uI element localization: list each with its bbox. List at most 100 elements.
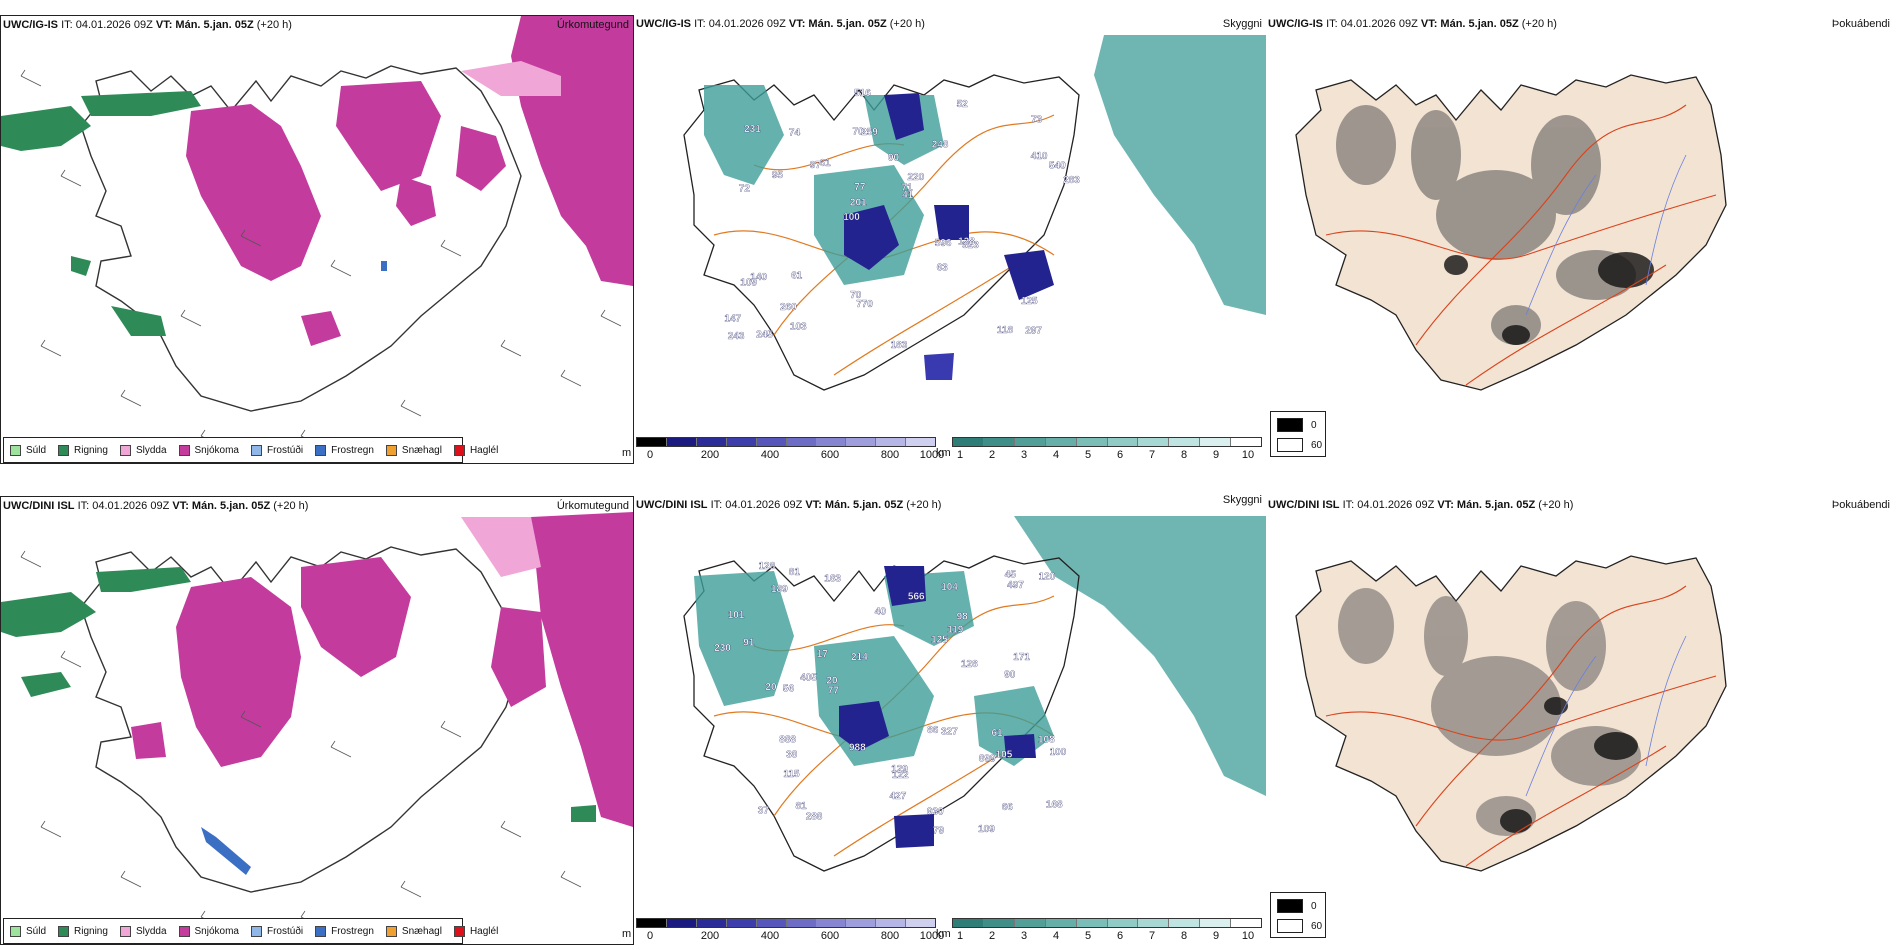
ceiling-scale: 0 200 400 600 800 1000 m [622, 437, 944, 467]
panel-type-label: Þokuábendi [1831, 18, 1890, 30]
snow-area [491, 607, 546, 707]
cloud-shading [1338, 588, 1641, 836]
ceiling-panel-top: UWC/IG-IS IT: 04.01.2026 09Z VT: Mán. 5.… [622, 15, 1266, 467]
ceiling-value-label: 120 [1039, 572, 1056, 583]
ceiling-value-label: 888 [779, 734, 796, 745]
ceiling-value-label: 125 [1021, 296, 1038, 307]
ceiling-value-label: 147 [724, 314, 741, 325]
ceiling-value-label: 288 [806, 812, 823, 823]
snow-area [396, 176, 436, 226]
ceiling-value-label: 128 [961, 659, 978, 670]
ceiling-value-label: 98 [957, 612, 969, 623]
ceiling-value-label: 70 [850, 290, 862, 301]
ceiling-value-label: 52 [957, 99, 969, 110]
ceiling-labels: 297 72 73 100 248 245 70 90 140 61 147 260 259 220 323… [724, 88, 1080, 351]
ceiling-value-label: 283 [1063, 175, 1080, 186]
ceiling-value-label: 516 [854, 88, 871, 99]
ceiling-value-label: 930 [927, 807, 944, 818]
ceiling-value-label: 100 [1050, 747, 1067, 758]
legend-item: Slydda [119, 925, 167, 937]
rain-area [96, 567, 191, 592]
ceiling-value-label: 140 [750, 272, 767, 283]
freezing-rain-area [201, 827, 251, 875]
panel-title: UWC/IG-IS IT: 04.01.2026 09Z VT: Mán. 5.… [1268, 18, 1557, 30]
precip-map [1, 16, 633, 447]
ceiling-value-label: 41 [902, 190, 914, 201]
ceiling-value-label: 115 [783, 769, 800, 780]
precip-type-panel-bottom: UWC/DINI ISL IT: 04.01.2026 09Z VT: Mán.… [0, 496, 634, 945]
cloud-area [694, 571, 794, 706]
legend-item: Rigning [58, 444, 108, 456]
ceiling-value-label: 91 [743, 638, 755, 649]
ceiling-value-label: 118 [997, 325, 1014, 336]
panel-type-label: Úrkomutegund [556, 500, 629, 512]
ceiling-map [683, 516, 1266, 872]
ceiling-value-label: 72 [739, 183, 751, 194]
cloud-dense [1444, 252, 1654, 345]
ceiling-value-label: 183 [824, 574, 841, 585]
ceiling-value-label: 245 [756, 330, 773, 341]
river-network [1525, 154, 1687, 316]
precip-legend: Súld Rigning Slydda Snjókoma Frostúði Fr… [3, 437, 498, 463]
legend-item: Haglél [453, 925, 498, 937]
cloud-area [704, 85, 784, 185]
ceiling-value-label: 40 [875, 607, 887, 618]
snow-area [186, 104, 321, 281]
cloud-map [1295, 555, 1727, 872]
ceiling-value-label: 70 [853, 126, 865, 137]
low-ceiling-area [924, 353, 954, 380]
ceiling-value-label: 189 [771, 584, 788, 595]
snow-area [301, 311, 341, 346]
sleet-area [461, 517, 541, 577]
ceiling-value-label: 119 [947, 625, 964, 636]
ceiling-value-label: 323 [962, 240, 979, 251]
rain-area [71, 256, 91, 276]
ceiling-value-label: 231 [744, 124, 761, 135]
low-ceiling-area [1004, 250, 1054, 300]
ceiling-value-label: 260 [780, 302, 797, 313]
cloud-shading [1336, 105, 1636, 345]
cloud-dense [1500, 697, 1638, 833]
ceiling-value-label: 220 [908, 172, 925, 183]
low-ceiling-area [839, 701, 889, 751]
ceiling-value-label: 104 [941, 582, 958, 593]
freezing-rain-area [381, 261, 387, 271]
ceiling-map [683, 35, 1266, 391]
ceiling-value-label: 171 [1013, 652, 1030, 663]
precip-type-panel-top: UWC/IG-IS IT: 04.01.2026 09Z VT: Mán. 5.… [0, 15, 634, 464]
ceiling-value-label: 61 [820, 158, 832, 169]
ceiling-value-label: 125 [931, 634, 948, 645]
rain-area [81, 91, 201, 116]
ceiling-value-label: 128 [958, 236, 975, 247]
cloud-key: 0 60 [1270, 411, 1326, 457]
snow-area [456, 126, 506, 191]
rain-area [571, 805, 596, 822]
ceiling-value-label: 90 [888, 153, 900, 164]
snow-area [269, 617, 291, 647]
ceiling-value-label: 56 [783, 684, 795, 695]
cloud-panel-bottom: UWC/DINI ISL IT: 04.01.2026 09Z VT: Mán.… [1266, 496, 1900, 945]
ceiling-value-label: 168 [1046, 799, 1063, 810]
precip-legend: Súld Rigning Slydda Snjókoma Frostúði Fr… [3, 918, 498, 944]
ceiling-value-label: 248 [932, 139, 949, 150]
panel-title: UWC/DINI ISL IT: 04.01.2026 09Z VT: Mán.… [3, 500, 309, 512]
precip-map [1, 512, 633, 928]
ceiling-value-label: 497 [1007, 580, 1024, 591]
ceiling-value-label: 100 [843, 212, 860, 223]
ceiling-value-label: 214 [851, 652, 868, 663]
ceiling-value-label: 201 [850, 197, 867, 208]
panel-type-label: Þokuábendi [1831, 499, 1890, 511]
panel-type-label: Skyggni [1222, 18, 1262, 30]
legend-item: Súld [10, 444, 46, 456]
ceiling-value-label: 770 [856, 299, 873, 310]
ceiling-value-label: 95 [772, 170, 784, 181]
ceiling-value-label: 109 [740, 278, 757, 289]
ceiling-value-label: 81 [796, 801, 808, 812]
ceiling-value-label: 405 [800, 673, 817, 684]
visibility-scale: 1 2 3 4 5 6 7 8 9 10 km [936, 437, 1262, 467]
snow-area [176, 577, 301, 767]
rain-area [1, 592, 96, 637]
ceiling-value-label: 97 [810, 160, 822, 171]
rain-area [21, 672, 71, 697]
river-network [1525, 635, 1687, 797]
